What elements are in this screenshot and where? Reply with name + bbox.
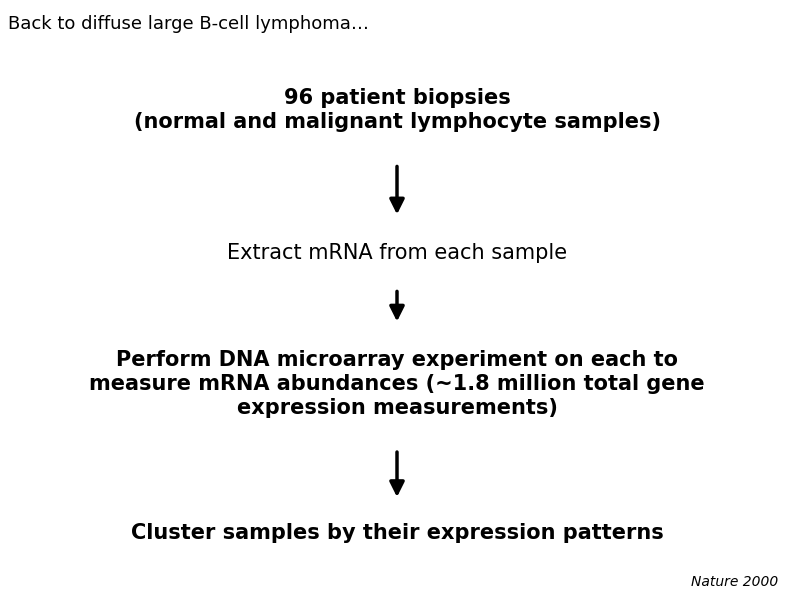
Text: Back to diffuse large B-cell lymphoma…: Back to diffuse large B-cell lymphoma…	[8, 15, 369, 33]
Text: Perform DNA microarray experiment on each to
measure mRNA abundances (~1.8 milli: Perform DNA microarray experiment on eac…	[89, 350, 705, 418]
Text: Cluster samples by their expression patterns: Cluster samples by their expression patt…	[131, 522, 663, 543]
Text: Extract mRNA from each sample: Extract mRNA from each sample	[227, 243, 567, 263]
Text: 96 patient biopsies
(normal and malignant lymphocyte samples): 96 patient biopsies (normal and malignan…	[133, 88, 661, 132]
Text: Nature 2000: Nature 2000	[691, 575, 778, 589]
